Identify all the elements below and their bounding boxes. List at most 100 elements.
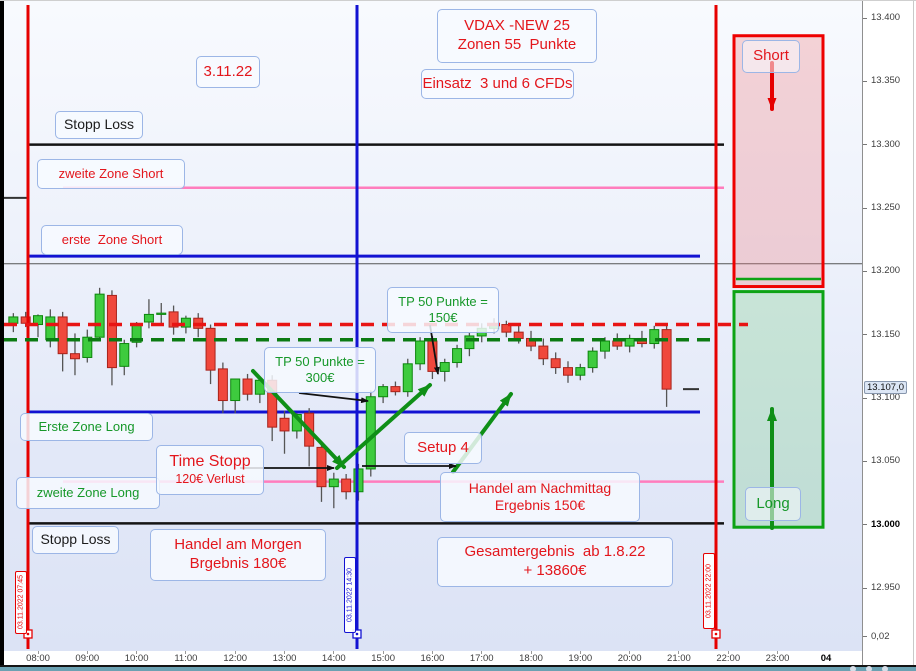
pointer-arrow[interactable] bbox=[298, 392, 369, 404]
candle bbox=[452, 344, 463, 368]
window-left-border bbox=[0, 1, 4, 665]
annotation-stopp-loss-long[interactable]: Stopp Loss bbox=[32, 526, 119, 554]
annotation-tp-300[interactable]: TP 50 Punkte = 300€ bbox=[264, 347, 376, 393]
time-axis-tick bbox=[629, 651, 631, 654]
trend-arrow-green[interactable] bbox=[335, 383, 432, 470]
time-axis-tick bbox=[530, 651, 532, 654]
annotation-tp-150[interactable]: TP 50 Punkte = 150€ bbox=[387, 287, 499, 333]
annotation-text: 300€ bbox=[305, 370, 335, 385]
candle bbox=[562, 361, 573, 383]
annotation-text: 120€ Verlust bbox=[175, 472, 245, 487]
annotation-time-stopp[interactable]: Time Stopp 120€ Verlust bbox=[156, 445, 264, 495]
annotation-setup-4[interactable]: Setup 4 bbox=[404, 432, 482, 464]
annotation-title[interactable]: VDAX -NEW 25 Zonen 55 Punkte bbox=[437, 9, 597, 63]
candle bbox=[180, 315, 191, 334]
candle bbox=[550, 352, 561, 374]
price-axis[interactable]: 13.400 13.350 13.300 13.250 13.200 13.150 13.1… bbox=[862, 1, 916, 665]
annotation-text: + 13860€ bbox=[523, 562, 587, 579]
annotation-text: Gesamtergebnis ab 1.8.22 bbox=[464, 543, 646, 561]
time-axis-tick bbox=[431, 651, 433, 654]
annotation-date[interactable]: 3.11.22 bbox=[196, 56, 260, 88]
toolbar-dot-icon bbox=[850, 666, 856, 671]
time-axis-label: 11:00 bbox=[174, 653, 198, 664]
candle bbox=[119, 339, 130, 376]
vline-label-1430[interactable]: 03.11.2022 14:30 bbox=[344, 557, 356, 633]
time-axis-label: 14:00 bbox=[321, 653, 346, 664]
time-axis-label: 09:00 bbox=[75, 653, 100, 664]
candle bbox=[390, 381, 401, 396]
candle bbox=[94, 287, 105, 340]
time-axis-label: 21:00 bbox=[667, 653, 691, 664]
time-axis-tick bbox=[284, 651, 285, 654]
annotation-gesamtergebnis[interactable]: Gesamtergebnis ab 1.8.22 + 13860€ bbox=[437, 537, 673, 587]
time-axis-label: 13:00 bbox=[272, 653, 297, 664]
candle bbox=[168, 305, 179, 335]
annotation-stopp-loss-short[interactable]: Stopp Loss bbox=[55, 111, 143, 139]
annotation-text: Brgebnis 180€ bbox=[189, 555, 287, 572]
price-axis-label: 13.150 bbox=[871, 328, 901, 340]
candle bbox=[8, 313, 19, 333]
vline-label-2200[interactable]: 03.11.2022 22:00 bbox=[703, 553, 715, 629]
candle bbox=[316, 441, 327, 502]
price-axis-tick bbox=[863, 144, 867, 146]
candle bbox=[279, 410, 290, 454]
candle bbox=[106, 290, 117, 386]
candle bbox=[82, 329, 93, 363]
price-axis-tick bbox=[863, 587, 867, 589]
candle bbox=[143, 299, 154, 329]
price-axis-tick bbox=[863, 17, 867, 19]
annotation-erste-zone-long[interactable]: Erste Zone Long bbox=[20, 413, 153, 441]
annotation-short[interactable]: Short bbox=[742, 40, 800, 73]
annotation-zweite-zone-long[interactable]: zweite Zone Long bbox=[16, 477, 160, 509]
vline-label-0745[interactable]: 03.11.2022 07:45 bbox=[15, 571, 27, 634]
price-axis-label: 13.200 bbox=[871, 265, 901, 277]
annotation-einsatz[interactable]: Einsatz 3 und 6 CFDs bbox=[421, 69, 574, 99]
time-axis-label: 15:00 bbox=[371, 653, 395, 664]
chart-plot-area[interactable]: 3.11.22 VDAX -NEW 25 Zonen 55 Punkte Eins… bbox=[0, 1, 862, 651]
toolbar-dot-icon bbox=[882, 666, 888, 671]
time-axis-label: 18:00 bbox=[519, 653, 543, 664]
annotation-text: Handel am Morgen bbox=[174, 536, 302, 554]
time-axis[interactable]: 08:00 09:00 10:00 11:00 12:00 13:00 14:00 15:00… bbox=[0, 651, 862, 665]
annotation-zweite-zone-short[interactable]: zweite Zone Short bbox=[37, 159, 185, 189]
time-axis-tick bbox=[185, 651, 187, 654]
annotation-erste-zone-short[interactable]: erste Zone Short bbox=[41, 225, 183, 255]
annotation-handel-morgen[interactable]: Handel am Morgen Brgebnis 180€ bbox=[150, 529, 326, 581]
annotation-text: Short bbox=[753, 47, 789, 65]
price-axis-tick bbox=[863, 636, 867, 637]
price-axis-label: 13.400 bbox=[871, 12, 901, 23]
time-axis-tick bbox=[234, 651, 236, 654]
candle bbox=[415, 337, 426, 371]
annotation-text: 150€ bbox=[428, 310, 458, 325]
annotation-text: 3.11.22 bbox=[203, 62, 253, 80]
current-price-tag: 13.107,0 bbox=[864, 381, 907, 395]
annotation-text: Erste Zone Long bbox=[38, 418, 135, 434]
annotation-text: Ergebnis 150€ bbox=[494, 497, 586, 513]
candle bbox=[538, 338, 549, 366]
candle bbox=[156, 303, 167, 325]
price-axis-label: 13.000 bbox=[871, 518, 901, 530]
annotation-handel-nachmittag[interactable]: Handel am Nachmittag Ergebnis 150€ bbox=[440, 472, 640, 522]
annotation-text: erste Zone Short bbox=[61, 231, 163, 247]
short-zone[interactable] bbox=[732, 34, 825, 289]
price-axis-label: 13.250 bbox=[871, 202, 901, 213]
candle bbox=[575, 363, 586, 381]
price-axis-tick bbox=[863, 270, 867, 272]
candle bbox=[205, 324, 216, 385]
time-axis-tick bbox=[777, 651, 779, 654]
candle bbox=[328, 472, 339, 509]
candle bbox=[439, 358, 450, 382]
candle bbox=[661, 323, 672, 407]
toolbar-dot-icon bbox=[866, 666, 872, 671]
time-axis-tick bbox=[678, 651, 680, 654]
annotation-long[interactable]: Long bbox=[745, 487, 801, 521]
annotation-text: Handel am Nachmittag bbox=[468, 479, 612, 496]
price-axis-tick bbox=[863, 334, 867, 336]
annotation-text: TP 50 Punkte = bbox=[398, 293, 488, 309]
price-axis-label: 13.300 bbox=[871, 138, 901, 150]
time-axis-label: 10:00 bbox=[124, 653, 149, 664]
candle bbox=[304, 408, 315, 467]
pointer-arrow[interactable] bbox=[429, 324, 440, 375]
candle bbox=[217, 362, 228, 414]
annotation-text: Stopp Loss bbox=[63, 116, 135, 133]
